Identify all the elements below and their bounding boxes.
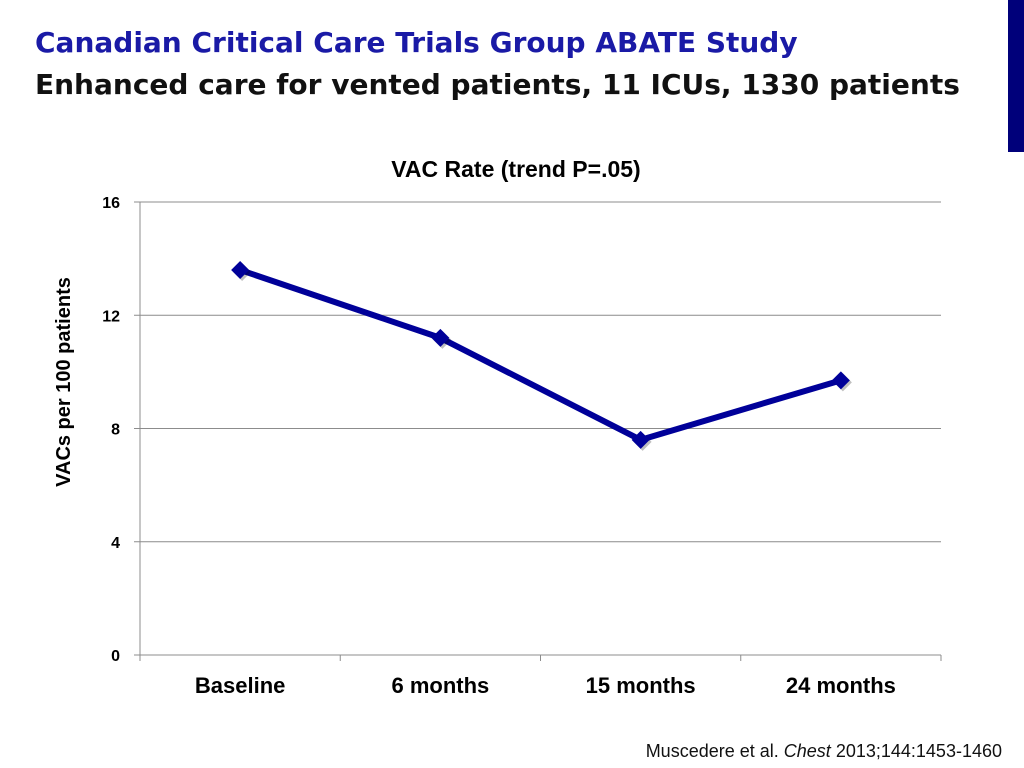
- citation-journal: Chest: [783, 741, 831, 761]
- citation: Muscedere et al. Chest 2013;144:1453-146…: [646, 741, 1002, 762]
- y-tick-label: 0: [111, 648, 120, 665]
- axes: [134, 201, 942, 661]
- data-point-marker: [831, 371, 850, 390]
- series-line-0: [237, 266, 844, 443]
- y-tick-label: 8: [111, 422, 120, 439]
- data-point-marker: [431, 328, 450, 347]
- x-tick-labels: Baseline 6 months 15 months 24 months: [195, 673, 896, 698]
- data-point-marker: [631, 430, 650, 449]
- series-line: [237, 266, 844, 443]
- citation-authors: Muscedere et al.: [645, 741, 779, 761]
- x-tick-label: Baseline: [195, 673, 286, 698]
- y-tick-label: 12: [102, 308, 120, 325]
- citation-details: 2013;144:1453-1460: [835, 741, 1002, 761]
- y-tick-labels: 0 4 8 12 16: [102, 195, 120, 665]
- x-tick-label: 15 months: [586, 673, 696, 698]
- y-tick-label: 4: [111, 535, 120, 552]
- x-tick-label: 6 months: [391, 673, 489, 698]
- y-axis-label: VACs per 100 patients: [53, 277, 75, 487]
- data-markers: [231, 260, 852, 451]
- slide-title: Canadian Critical Care Trials Group ABAT…: [35, 26, 798, 59]
- y-tick-label: 16: [102, 195, 120, 212]
- data-point-marker: [231, 260, 250, 279]
- grid-lines: [140, 201, 941, 543]
- chart-title: VAC Rate (trend P=.05): [391, 156, 640, 182]
- slide-subtitle: Enhanced care for vented patients, 11 IC…: [35, 68, 960, 101]
- vac-rate-chart: VAC Rate (trend P=.05) VACs per 100 pati…: [53, 156, 942, 698]
- slide-accent-bar: [1008, 0, 1024, 152]
- x-tick-label: 24 months: [786, 673, 896, 698]
